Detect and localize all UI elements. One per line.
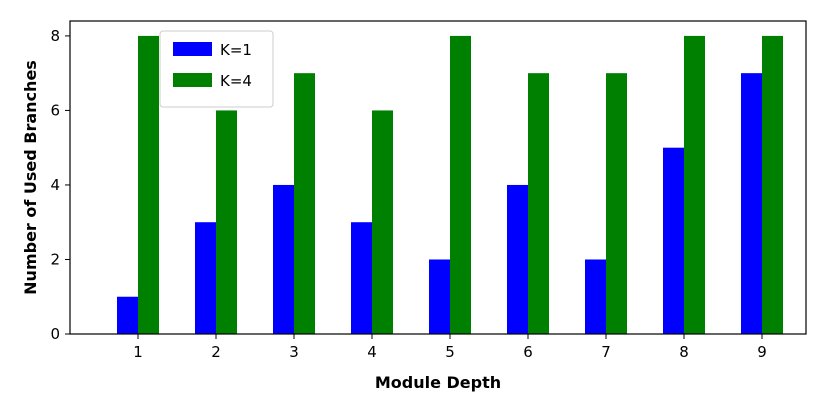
y-tick-label: 2 <box>50 250 60 268</box>
bar-K=1-depth-6 <box>507 184 528 334</box>
bar-K=1-depth-4 <box>351 222 372 334</box>
bar-K=4-depth-3 <box>294 73 315 335</box>
bar-K=1-depth-3 <box>273 184 294 334</box>
bar-K=4-depth-5 <box>450 35 471 335</box>
bar-K=1-depth-5 <box>429 259 450 334</box>
bar-K=1-depth-8 <box>663 147 684 334</box>
y-axis-label: Number of Used Branches <box>21 60 40 295</box>
y-tick-label: 0 <box>50 325 60 343</box>
legend-label-K=1: K=1 <box>220 41 252 59</box>
bar-K=1-depth-1 <box>117 296 138 334</box>
bar-K=4-depth-7 <box>606 73 627 335</box>
bar-K=1-depth-9 <box>741 73 762 335</box>
x-tick-label: 8 <box>679 343 689 361</box>
legend: K=1 K=4 <box>159 30 274 108</box>
bar-K=4-depth-9 <box>762 35 783 335</box>
x-tick-label: 7 <box>601 343 611 361</box>
y-tick-label: 4 <box>50 176 60 194</box>
y-axis-ticks: 0 2 4 6 8 <box>50 27 70 343</box>
x-tick-label: 4 <box>367 343 377 361</box>
bar-K=4-depth-2 <box>216 110 237 334</box>
legend-swatch-K=1 <box>173 42 212 56</box>
x-tick-label: 5 <box>445 343 455 361</box>
x-axis-ticks: 1 2 3 4 5 6 7 8 9 <box>133 334 767 361</box>
bar-K=4-depth-1 <box>138 35 159 335</box>
x-tick-label: 3 <box>289 343 299 361</box>
bar-K=4-depth-4 <box>372 110 393 334</box>
bar-K=1-depth-7 <box>585 259 606 334</box>
x-tick-label: 2 <box>211 343 221 361</box>
y-tick-label: 8 <box>50 27 60 45</box>
y-tick-label: 6 <box>50 101 60 119</box>
bar-K=4-depth-6 <box>528 73 549 335</box>
plot-frame <box>69 20 807 335</box>
x-axis-label: Module Depth <box>375 373 501 392</box>
x-tick-label: 6 <box>523 343 533 361</box>
bar-K=1-depth-2 <box>195 222 216 334</box>
legend-label-K=4: K=4 <box>220 72 252 90</box>
bar-K=4-depth-8 <box>684 35 705 335</box>
x-tick-label: 9 <box>757 343 767 361</box>
bars-layer <box>117 35 783 335</box>
legend-swatch-K=4 <box>173 73 212 87</box>
x-tick-label: 1 <box>133 343 143 361</box>
